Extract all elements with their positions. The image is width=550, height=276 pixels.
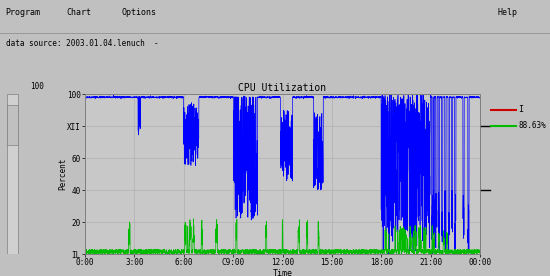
FancyBboxPatch shape	[7, 105, 18, 145]
FancyBboxPatch shape	[7, 94, 18, 254]
Title: CPU Utilization: CPU Utilization	[239, 83, 327, 93]
Text: 88.63%: 88.63%	[519, 121, 546, 131]
Text: I: I	[519, 105, 524, 115]
X-axis label: Time: Time	[272, 269, 293, 276]
Text: Percent: Percent	[58, 158, 68, 190]
Text: Program: Program	[6, 8, 41, 17]
Text: data source: 2003.01.04.lenuch  -: data source: 2003.01.04.lenuch -	[6, 39, 158, 48]
Text: 100: 100	[30, 82, 44, 91]
Text: Help: Help	[497, 8, 517, 17]
Text: Chart: Chart	[66, 8, 91, 17]
Text: Options: Options	[121, 8, 156, 17]
